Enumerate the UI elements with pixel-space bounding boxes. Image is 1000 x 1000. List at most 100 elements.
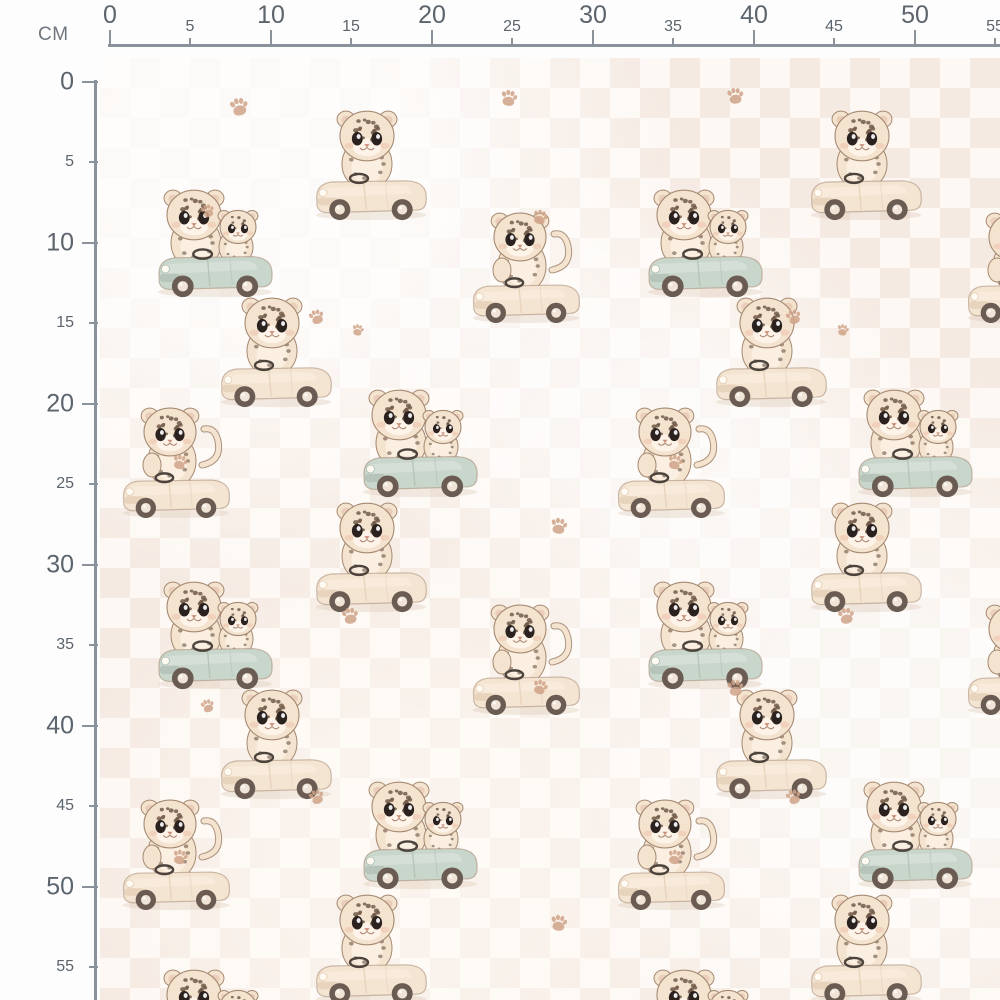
vertical-ruler[interactable]: 0 10 20 30 40 50 5 15 25 35 45 55	[0, 0, 98, 1000]
ruler-tick-minor	[89, 322, 98, 324]
horizontal-ruler-axis	[108, 44, 1000, 47]
ruler-label-20: 20	[418, 1, 446, 29]
paw-print-icon	[782, 306, 807, 334]
ruler-label-v30: 30	[46, 550, 74, 579]
pattern-motif-cub-waving-cream-car	[605, 403, 735, 523]
ruler-tick-major	[914, 30, 916, 46]
pattern-motif-duo-cub-sage-car	[640, 183, 770, 303]
pattern-motif-duo-cub-sage-car	[640, 575, 770, 695]
pattern-motif-duo-cub-sage-car	[850, 383, 980, 503]
paw-print-icon	[496, 87, 519, 115]
fabric-swatch-canvas[interactable]	[100, 58, 1000, 1000]
paw-print-icon	[782, 786, 807, 814]
paw-print-icon	[724, 677, 747, 704]
ruler-label-v35: 35	[56, 636, 74, 653]
ruler-tick-major	[82, 403, 98, 405]
pattern-motif-duo-cub-sage-car	[850, 775, 980, 895]
pattern-motif-single-cub-cream-car	[800, 890, 930, 1000]
ruler-label-15: 15	[342, 18, 360, 35]
ruler-unit-label: CM	[38, 24, 69, 45]
vertical-ruler-axis	[94, 80, 97, 1000]
ruler-label-v55: 55	[56, 958, 74, 975]
paw-print-icon	[197, 201, 219, 226]
ruler-label-v10: 10	[46, 228, 74, 257]
pattern-motif-single-cub-cream-car	[210, 685, 340, 805]
pattern-motif-cub-waving-cream-car	[460, 208, 590, 328]
ruler-tick-minor	[833, 38, 835, 47]
ruler-tick-minor	[511, 38, 513, 47]
ruler-tick-major	[82, 725, 98, 727]
paw-print-icon	[547, 912, 570, 939]
paw-print-icon	[724, 85, 747, 112]
ruler-label-30: 30	[579, 1, 607, 29]
ruler-tick-minor	[89, 161, 98, 163]
pattern-motif-duo-cub-sage-car	[355, 383, 485, 503]
pattern-motif-single-cub-cream-car	[800, 106, 930, 226]
paw-print-icon	[834, 604, 858, 632]
ruler-tick-minor	[89, 966, 98, 968]
pattern-motif-duo-cub-sage-car	[150, 183, 280, 303]
ruler-tick-minor	[672, 38, 674, 47]
pattern-motif-duo-cub-sage-car	[150, 575, 280, 695]
pattern-motif-duo-cub-sage-car	[150, 963, 280, 1000]
paw-print-icon	[348, 322, 365, 343]
ruler-label-v0: 0	[60, 67, 74, 96]
pattern-motif-single-cub-cream-car	[800, 498, 930, 618]
ruler-tick-major	[592, 30, 594, 46]
paw-print-icon	[527, 676, 550, 703]
ruler-label-v5: 5	[65, 153, 74, 170]
pattern-motif-single-cub-cream-car	[305, 890, 435, 1000]
paw-print-icon	[305, 306, 330, 334]
ruler-tick-minor	[89, 483, 98, 485]
paw-print-icon	[305, 786, 330, 814]
pattern-motif-single-cub-cream-car	[705, 685, 835, 805]
ruler-label-5: 5	[185, 18, 195, 35]
ruler-label-v45: 45	[56, 797, 74, 814]
pattern-motif-cub-waving-cream-car	[460, 600, 590, 720]
ruler-tick-major	[82, 564, 98, 566]
ruler-tick-major	[109, 30, 111, 46]
ruler-label-0: 0	[103, 1, 117, 29]
pattern-motif-cub-waving-cream-car	[955, 600, 1000, 720]
ruler-label-50: 50	[901, 1, 929, 29]
ruler-label-45: 45	[825, 18, 843, 35]
ruler-tick-major	[753, 30, 755, 46]
ruler-label-v20: 20	[46, 389, 74, 418]
pattern-motif-cub-waving-cream-car	[605, 795, 735, 915]
ruler-label-25: 25	[503, 18, 521, 35]
paw-print-icon	[663, 846, 685, 872]
paw-print-icon	[527, 206, 550, 233]
ruler-tick-minor	[89, 644, 98, 646]
ruler-label-35: 35	[664, 18, 682, 35]
ruler-label-40: 40	[740, 1, 768, 29]
ruler-label-55: 55	[986, 18, 1000, 35]
pattern-motif-cub-waving-cream-car	[110, 795, 240, 915]
ruler-label-v40: 40	[46, 711, 74, 740]
horizontal-ruler[interactable]: 0 10 20 30 40 50 5 15 25 35 45 55	[0, 0, 1000, 47]
ruler-tick-minor	[350, 38, 352, 47]
ruler-tick-minor	[89, 805, 98, 807]
ruler-label-v25: 25	[56, 475, 74, 492]
paw-print-icon	[663, 451, 685, 477]
paw-print-icon	[338, 604, 362, 632]
ruler-label-v50: 50	[46, 872, 74, 901]
paw-print-icon	[168, 846, 190, 872]
paw-print-icon	[833, 322, 850, 343]
pattern-motif-single-cub-cream-car	[705, 293, 835, 413]
ruler-tick-major	[82, 886, 98, 888]
paw-print-icon	[197, 696, 219, 721]
pattern-motif-single-cub-cream-car	[305, 498, 435, 618]
ruler-tick-minor	[994, 38, 996, 47]
ruler-tick-minor	[189, 38, 191, 47]
paw-print-icon	[168, 451, 190, 477]
ruler-tick-major	[431, 30, 433, 46]
ruler-tick-major	[270, 30, 272, 46]
pattern-motif-duo-cub-sage-car	[640, 963, 770, 1000]
pattern-motif-single-cub-cream-car	[305, 106, 435, 226]
ruler-label-v15: 15	[56, 314, 74, 331]
pattern-motif-duo-cub-sage-car	[355, 775, 485, 895]
paw-print-icon	[547, 515, 570, 542]
ruler-label-10: 10	[257, 1, 285, 29]
ruler-tick-major	[82, 81, 98, 83]
